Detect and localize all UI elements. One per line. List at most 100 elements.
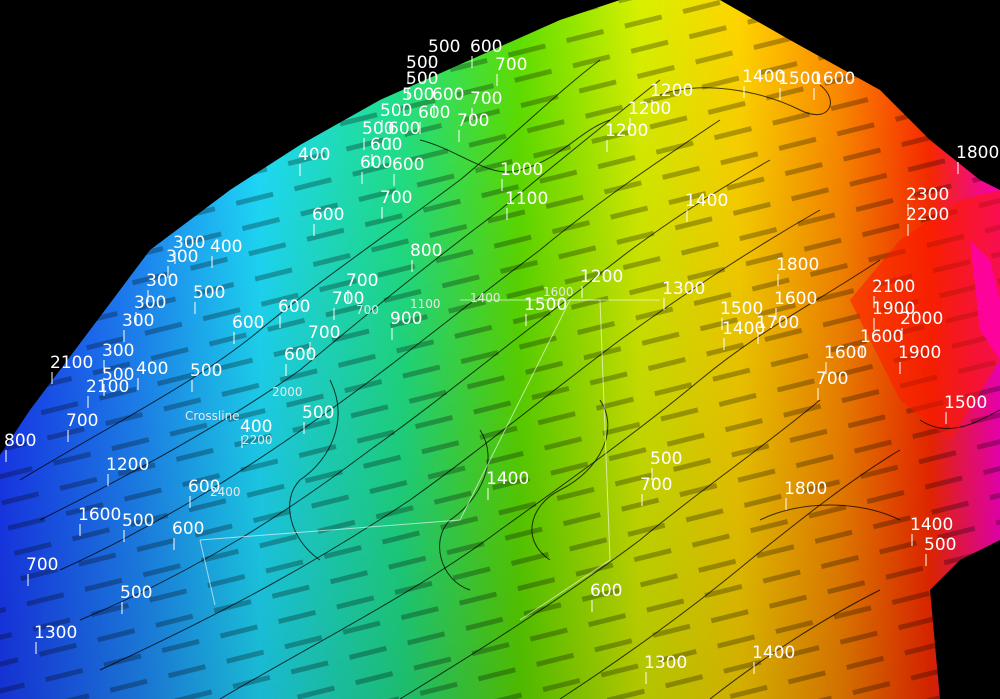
contour-label: 500: [302, 403, 334, 423]
contour-label: 300: [122, 311, 154, 331]
contour-label: 500: [122, 511, 154, 531]
contour-label: 2100: [50, 353, 93, 373]
contour-label: 1400: [685, 191, 728, 211]
contour-label: 500: [380, 101, 412, 121]
contour-label: 400: [136, 359, 168, 379]
contour-label: 1600: [824, 343, 867, 363]
contour-label: 800: [4, 431, 36, 451]
contour-label: 600: [360, 153, 392, 173]
grid-label: 2400: [210, 485, 241, 499]
contour-label: 600: [370, 135, 402, 155]
contour-label: 1200: [650, 81, 693, 101]
grid-label: 2200: [242, 433, 273, 447]
contour-label: 1200: [580, 267, 623, 287]
contour-label: 1500: [720, 299, 763, 319]
contour-label: 500: [406, 69, 438, 89]
contour-label: 600: [284, 345, 316, 365]
contour-label: 1800: [956, 143, 999, 163]
contour-label: 500: [193, 283, 225, 303]
contour-label: 1500: [524, 295, 567, 315]
contour-label: 600: [188, 477, 220, 497]
contour-label: 700: [457, 111, 489, 131]
contour-label: 500: [102, 365, 134, 385]
contour-label: 1400: [910, 515, 953, 535]
contour-label: 2300: [906, 185, 949, 205]
contour-label: 1800: [776, 255, 819, 275]
contour-label: 700: [470, 89, 502, 109]
contour-label: 300: [146, 271, 178, 291]
contour-label: 1600: [860, 327, 903, 347]
contour-label: 1300: [644, 653, 687, 673]
contour-label: 700: [495, 55, 527, 75]
contour-label: 1200: [605, 121, 648, 141]
contour-label: 1500: [944, 393, 987, 413]
contour-label: 700: [308, 323, 340, 343]
contour-label: 1500: [778, 69, 821, 89]
survey-outline: [199, 299, 660, 621]
contour-label: 800: [410, 241, 442, 261]
contour-label: 600: [590, 581, 622, 601]
contour-label: 1800: [784, 479, 827, 499]
contour-label: 300: [173, 233, 205, 253]
contour-label: 1000: [500, 160, 543, 180]
grid-label: 2000: [272, 385, 303, 399]
contour-label: 1300: [662, 279, 705, 299]
contour-label: 600: [470, 37, 502, 57]
contour-label: 400: [298, 145, 330, 165]
contour-label: 300: [102, 341, 134, 361]
contour-label: 400: [240, 417, 272, 437]
contour-label: 600: [432, 85, 464, 105]
contour-label: 2000: [900, 309, 943, 329]
contour-label: 600: [278, 297, 310, 317]
contour-label: 2100: [872, 277, 915, 297]
contour-label: 700: [66, 411, 98, 431]
contour-label: 2200: [906, 205, 949, 225]
contour-label: 700: [26, 555, 58, 575]
contour-label: 1300: [34, 623, 77, 643]
grid-label: 700: [356, 303, 379, 317]
contour-label: 700: [380, 188, 412, 208]
grid-label: 1100: [410, 297, 441, 311]
contour-label: 600: [172, 519, 204, 539]
contour-label: 1400: [722, 319, 765, 339]
contour-label: 600: [312, 205, 344, 225]
contour-label: 500: [190, 361, 222, 381]
contour-label: 500: [428, 37, 460, 57]
contour-label: 1900: [898, 343, 941, 363]
contour-label: 1700: [756, 313, 799, 333]
contour-label: 1600: [812, 69, 855, 89]
contour-label: 500: [120, 583, 152, 603]
contour-label: 600: [388, 119, 420, 139]
background-void: [930, 540, 1000, 699]
contour-label: 300: [166, 247, 198, 267]
contour-label: 1200: [106, 455, 149, 475]
grid-annotations: 1400 1600 1100 700 2000 Crossline 2200 2…: [185, 285, 574, 499]
contour-label: 600: [232, 313, 264, 333]
contour-label: 1400: [486, 469, 529, 489]
contour-label: 1100: [505, 189, 548, 209]
grid-label: 1600: [543, 285, 574, 299]
contour-label: 500: [402, 85, 434, 105]
contour-label: 500: [362, 119, 394, 139]
contour-label: 500: [924, 535, 956, 555]
contour-label: 1900: [872, 299, 915, 319]
contour-label: 1400: [742, 67, 785, 87]
contour-label: 1600: [774, 289, 817, 309]
contour-label: 700: [816, 369, 848, 389]
contour-label: 1400: [752, 643, 795, 663]
contour-label: 900: [390, 309, 422, 329]
contour-label: 400: [210, 237, 242, 257]
contour-lines: [19, 59, 1000, 699]
contour-label: 600: [392, 155, 424, 175]
grid-label: 1400: [470, 291, 501, 305]
contour-labels: 500 600 700 500 500 500 600 700 1200 120…: [4, 37, 999, 684]
contour-label: 700: [640, 475, 672, 495]
contour-label: 1600: [78, 505, 121, 525]
contour-label: 500: [650, 449, 682, 469]
contour-label: 700: [346, 271, 378, 291]
contour-label: 300: [134, 293, 166, 313]
contour-label: 2100: [86, 377, 129, 397]
axis-label-crossline: Crossline: [185, 409, 240, 423]
